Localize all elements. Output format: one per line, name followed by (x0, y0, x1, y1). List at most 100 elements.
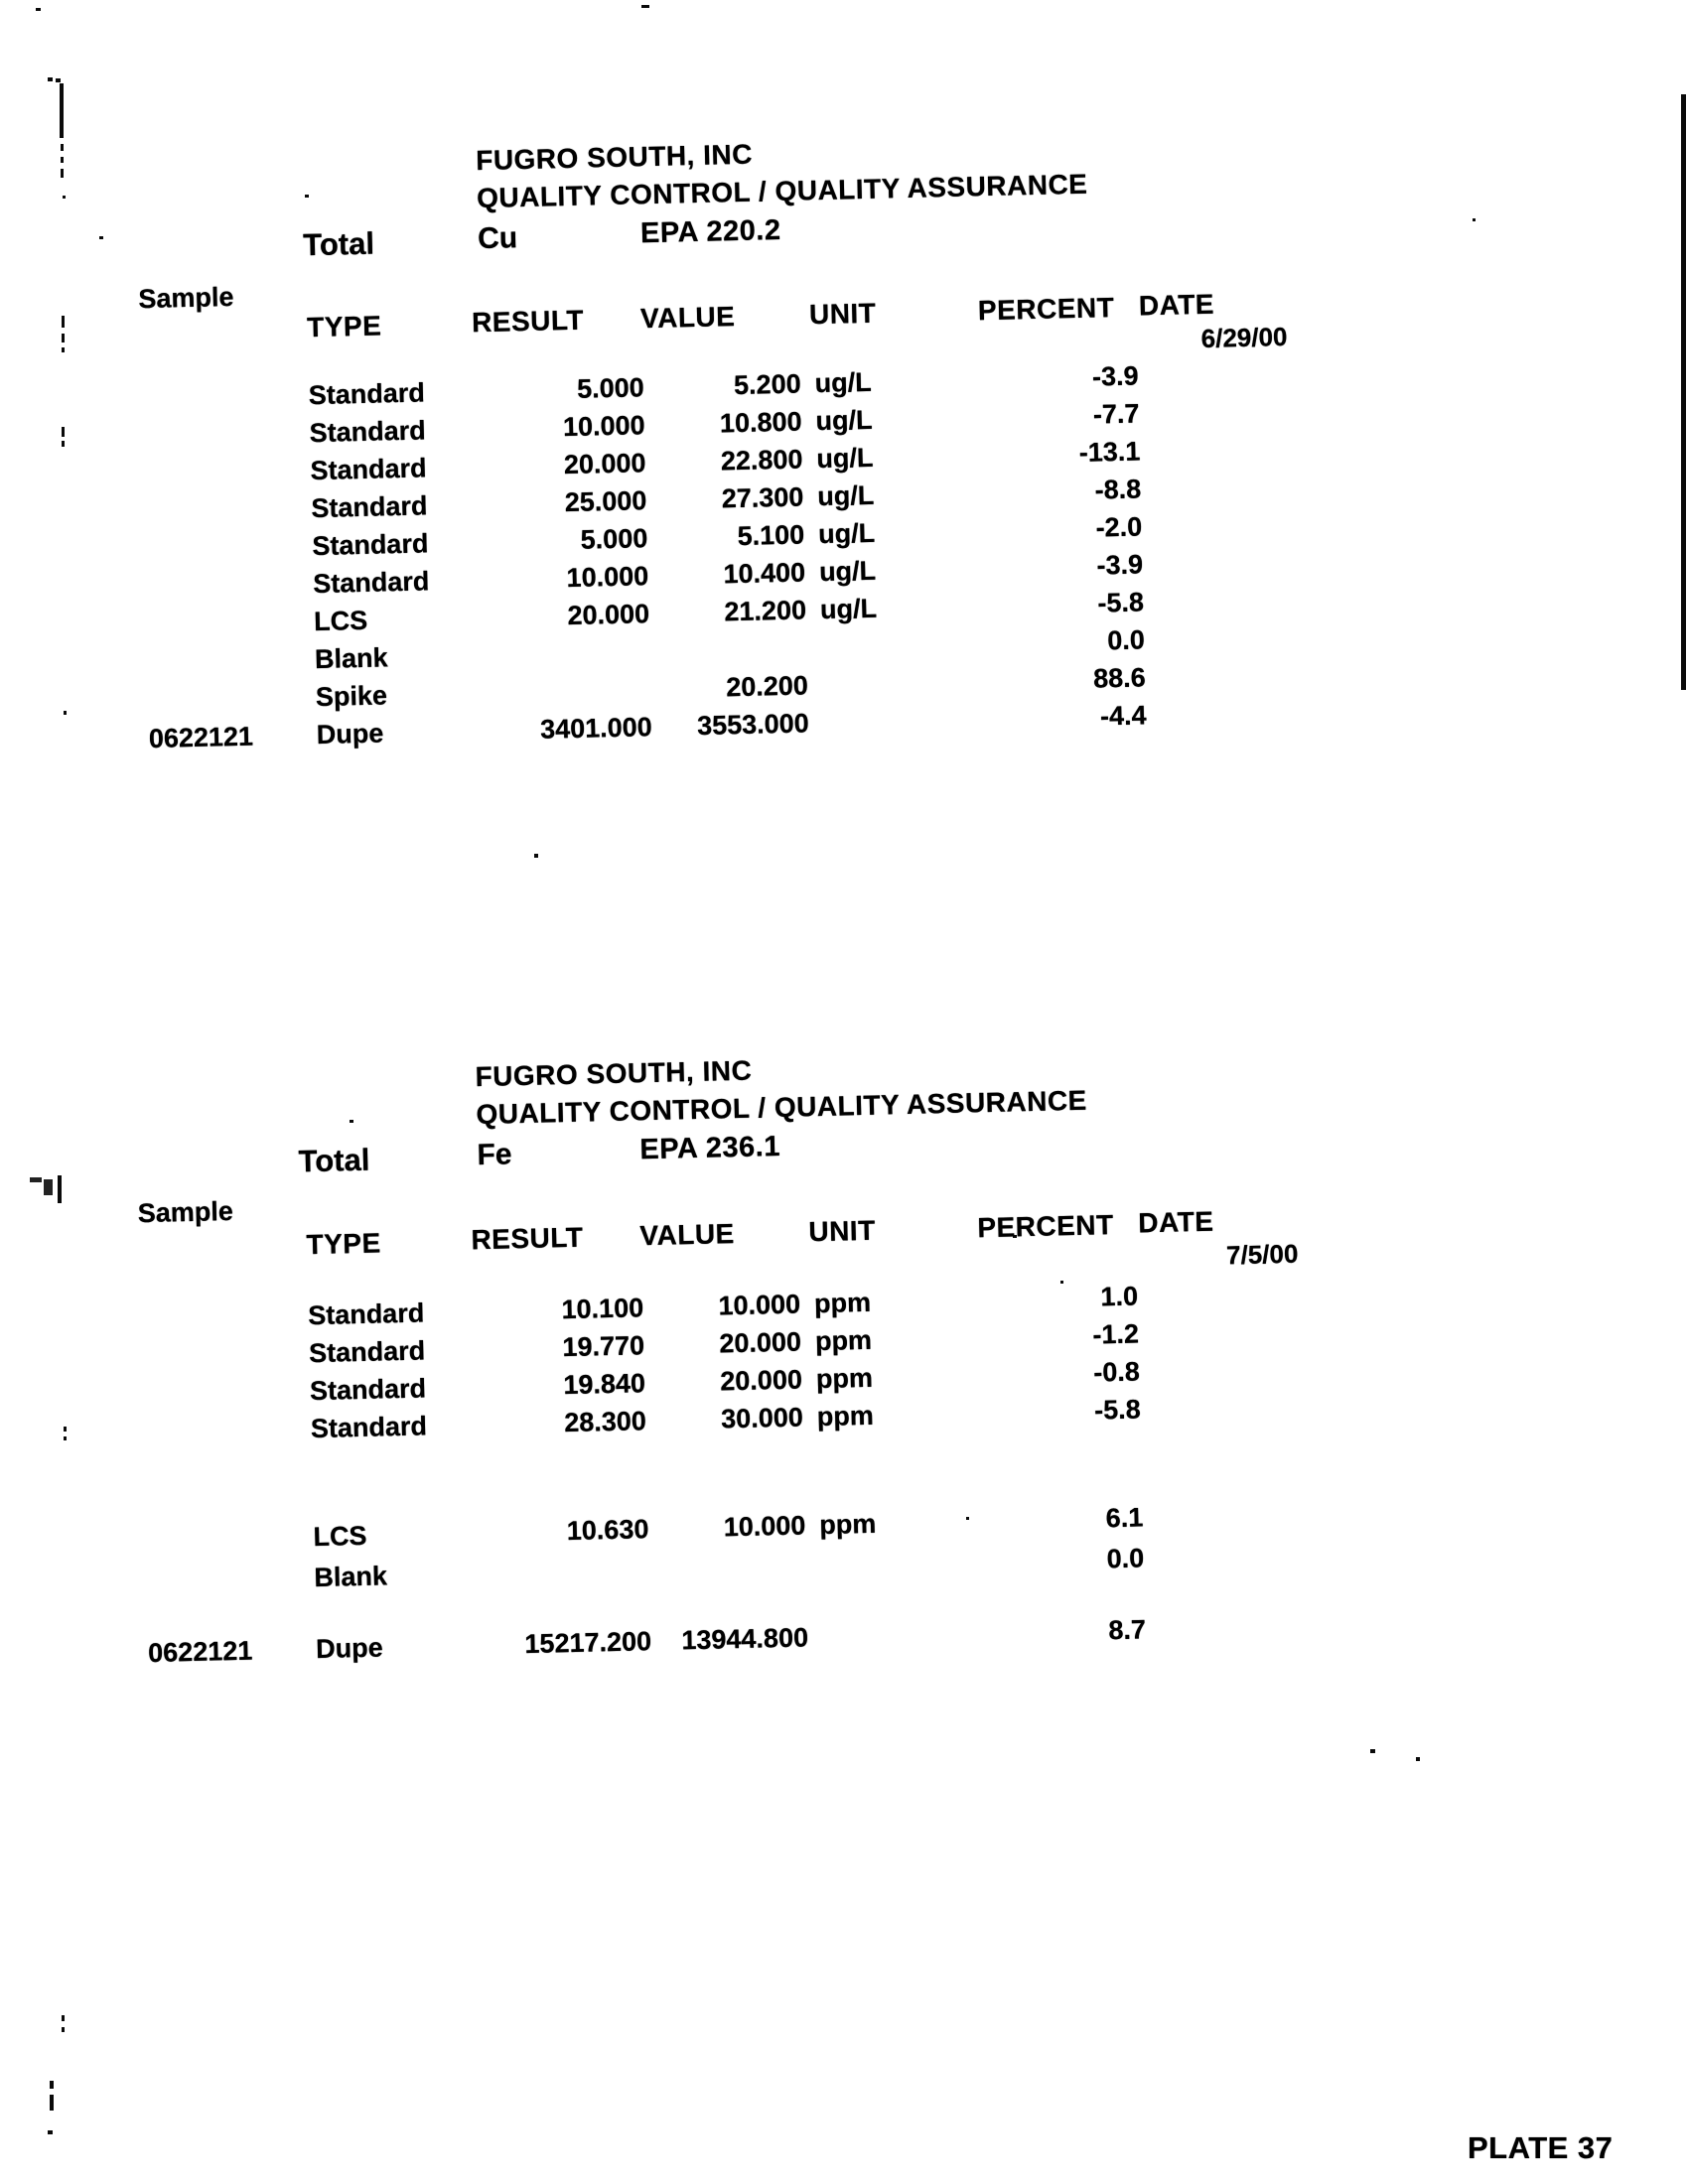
cell-result: 10.630 (566, 1514, 649, 1547)
column-header-date: DATE (1138, 288, 1215, 322)
scan-artifact (534, 854, 538, 858)
cell-type: Standard (308, 377, 426, 411)
cell-value: 21.200 (724, 595, 807, 627)
cell-type: Standard (307, 1297, 425, 1331)
cell-percent: -0.8 (1092, 1356, 1141, 1388)
scan-artifact (966, 1517, 969, 1520)
analyte-symbol: Fe (477, 1138, 512, 1172)
table-row: Standard 5.000 5.200 ug/L -3.9 (0, 350, 1687, 424)
cell-percent: -5.8 (1097, 587, 1145, 618)
analyte-symbol: Cu (477, 221, 518, 256)
column-header-value: VALUE (639, 1218, 736, 1252)
table-row: Standard 19.770 20.000 ppm -1.2 (0, 1308, 1687, 1382)
cell-result: 5.000 (576, 372, 645, 404)
column-header-unit: UNIT (808, 1214, 877, 1248)
scan-artifact (56, 78, 61, 82)
epa-method: EPA 236.1 (639, 1130, 781, 1166)
cell-result: 19.770 (562, 1330, 645, 1363)
report-title: QUALITY CONTROL / QUALITY ASSURANCE (476, 1084, 1088, 1131)
total-label: Total (302, 225, 375, 263)
cell-unit: ppm (814, 1324, 873, 1357)
table-row: Standard 28.300 30.000 ppm -5.8 (1, 1383, 1688, 1456)
cell-unit: ppm (815, 1362, 874, 1395)
cell-result: 10.100 (561, 1293, 644, 1325)
cell-type: Dupe (315, 1632, 383, 1665)
cell-type: Standard (310, 453, 427, 486)
cell-type: Standard (310, 1411, 428, 1444)
scan-artifact (61, 157, 64, 163)
cell-unit: ug/L (814, 366, 872, 399)
scan-artifact (62, 427, 65, 437)
cell-percent: 8.7 (1108, 1614, 1147, 1646)
cell-value: 10.400 (723, 557, 806, 590)
cell-type: Standard (312, 566, 430, 600)
cell-unit: ppm (813, 1287, 872, 1319)
table-row: 0622121 Dupe 3401.000 3553.000 -4.4 (7, 689, 1688, 762)
cell-value: 10.000 (718, 1289, 801, 1321)
column-header-percent: PERCENT (976, 1209, 1114, 1244)
cell-unit: ppm (816, 1400, 875, 1433)
cell-value: 3553.000 (696, 708, 810, 742)
scan-artifact (62, 347, 65, 352)
cell-unit: ppm (818, 1508, 877, 1541)
cell-result: 10.000 (562, 410, 645, 443)
column-header-percent: PERCENT (977, 292, 1115, 327)
table-row: Standard 10.000 10.400 ug/L -3.9 (3, 538, 1688, 612)
scan-artifact-smudge (44, 1179, 53, 1195)
run-date: 6/29/00 (1200, 321, 1288, 354)
cell-value: 5.200 (733, 368, 801, 401)
scan-artifact-smudge (58, 1175, 62, 1203)
company-name: FUGRO SOUTH, INC (475, 1054, 753, 1093)
scan-artifact (48, 2130, 53, 2134)
scan-artifact (1060, 1281, 1063, 1284)
scan-artifact (64, 711, 67, 715)
plate-label: PLATE 37 (1468, 2130, 1614, 2165)
cell-result: 10.000 (566, 561, 649, 594)
scan-artifact (63, 196, 66, 199)
scan-artifact (1473, 218, 1476, 221)
cell-sample-id: 0622121 (147, 1635, 253, 1669)
cell-unit: ug/L (819, 593, 878, 625)
cell-value: 13944.800 (681, 1622, 809, 1656)
scan-artifact (305, 195, 309, 198)
report-title: QUALITY CONTROL / QUALITY ASSURANCE (476, 168, 1088, 214)
sample-column-label: Sample (137, 1195, 234, 1229)
scan-artifact (50, 2081, 54, 2089)
cell-percent: 0.0 (1106, 1543, 1145, 1574)
cell-result: 20.000 (563, 448, 646, 480)
cell-value: 20.000 (719, 1364, 803, 1397)
cell-unit: ug/L (818, 555, 877, 588)
cell-percent: -5.8 (1093, 1394, 1142, 1426)
cell-value: 10.000 (723, 1510, 806, 1543)
cell-percent: -1.2 (1092, 1318, 1140, 1350)
scan-artifact (64, 1427, 67, 1432)
cell-type: Blank (314, 642, 388, 675)
cell-value: 5.100 (737, 519, 805, 552)
total-label: Total (298, 1142, 370, 1179)
scan-artifact (62, 2015, 65, 2021)
scan-artifact-right-edge-line (1681, 94, 1686, 690)
column-header-type: TYPE (306, 1227, 382, 1261)
scan-artifact (48, 77, 53, 81)
scan-artifact-smudge (30, 1177, 42, 1182)
cell-type: Blank (314, 1561, 388, 1593)
scan-artifact (1013, 1235, 1017, 1238)
cell-result: 20.000 (567, 599, 650, 631)
cell-type: LCS (313, 1520, 367, 1553)
cell-unit: ug/L (816, 442, 874, 475)
table-row: 0622121 Dupe 15217.200 13944.800 8.7 (6, 1603, 1688, 1677)
cell-percent: 6.1 (1105, 1502, 1144, 1534)
cell-unit: ug/L (816, 479, 875, 512)
scan-artifact (62, 2027, 65, 2032)
cell-percent: 88.6 (1092, 662, 1147, 694)
table-row: Standard 19.840 20.000 ppm -0.8 (0, 1345, 1688, 1419)
scan-artifact (641, 5, 649, 8)
cell-type: LCS (313, 605, 368, 637)
cell-value: 20.200 (725, 670, 809, 703)
scan-artifact (350, 1120, 353, 1123)
cell-percent: -4.4 (1099, 700, 1147, 732)
sample-column-label: Sample (138, 281, 234, 315)
column-header-type: TYPE (306, 310, 382, 343)
